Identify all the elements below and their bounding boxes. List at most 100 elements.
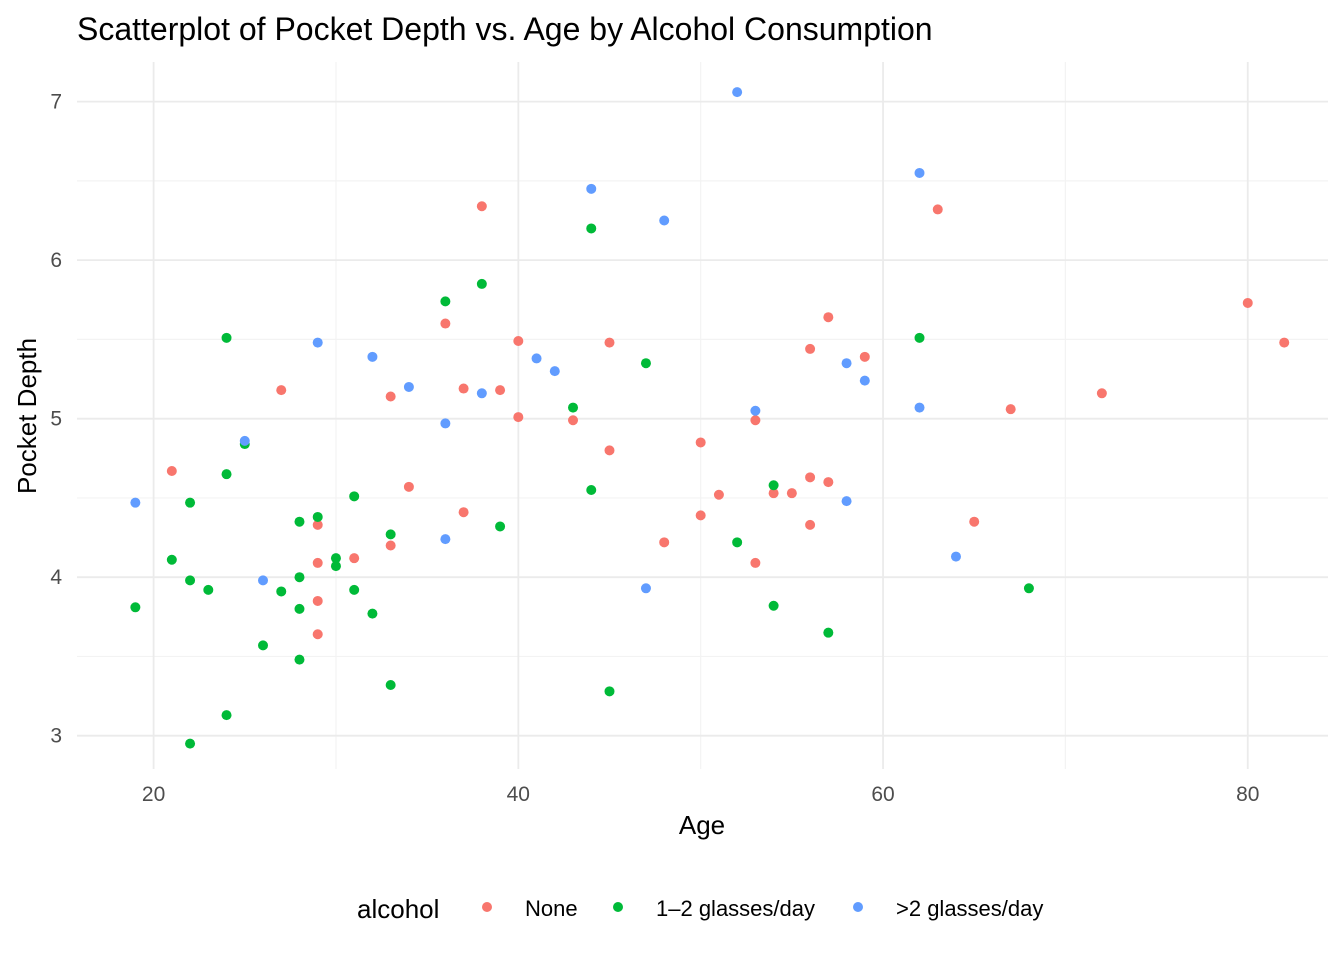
data-point (349, 553, 360, 564)
data-point (221, 469, 232, 480)
legend-label: None (525, 896, 578, 921)
data-point (185, 738, 196, 749)
data-point (276, 385, 287, 396)
x-axis-ticks: 20 40 60 80 (142, 783, 1260, 806)
data-point (476, 278, 487, 289)
data-point (823, 627, 834, 638)
data-point (312, 595, 323, 606)
data-point (914, 332, 925, 343)
data-point (950, 551, 961, 562)
data-point (969, 516, 980, 527)
data-point (768, 600, 779, 611)
data-point (1242, 297, 1253, 308)
legend-label: 1–2 glasses/day (656, 896, 815, 921)
data-point (258, 640, 269, 651)
data-point (312, 629, 323, 640)
data-point (458, 507, 469, 518)
x-tick-label: 60 (871, 783, 894, 806)
data-point (513, 412, 524, 423)
data-point (768, 480, 779, 491)
data-point (385, 391, 396, 402)
data-point (258, 575, 269, 586)
data-point (805, 343, 816, 354)
data-point (586, 485, 597, 496)
data-point (604, 445, 615, 456)
data-point (294, 572, 305, 583)
data-point (166, 554, 177, 565)
data-point (768, 488, 779, 499)
data-point (458, 383, 469, 394)
y-axis-title: Pocket Depth (12, 338, 42, 494)
data-point (312, 511, 323, 522)
data-point (568, 402, 579, 413)
data-point (239, 435, 250, 446)
data-point (805, 472, 816, 483)
data-point (823, 477, 834, 488)
y-tick-label: 3 (50, 725, 62, 748)
data-point (786, 488, 797, 499)
data-points (130, 87, 1290, 749)
data-point (385, 529, 396, 540)
data-point (695, 437, 706, 448)
data-point (385, 540, 396, 551)
data-point (695, 510, 706, 521)
data-point (294, 654, 305, 665)
data-point (203, 584, 214, 595)
data-point (750, 415, 761, 426)
grid-lines (77, 62, 1328, 769)
data-point (166, 465, 177, 476)
data-point (349, 584, 360, 595)
data-point (312, 519, 323, 530)
y-tick-label: 4 (50, 566, 62, 589)
data-point (276, 586, 287, 597)
data-point (932, 204, 943, 215)
data-point (750, 557, 761, 568)
x-tick-label: 40 (507, 783, 530, 806)
data-point (659, 537, 670, 548)
y-tick-label: 5 (50, 408, 62, 431)
data-point (130, 602, 141, 613)
data-point (312, 337, 323, 348)
data-point (294, 516, 305, 527)
data-point (385, 679, 396, 690)
data-point (732, 537, 743, 548)
data-point (859, 351, 870, 362)
data-point (440, 296, 451, 307)
data-point (859, 375, 870, 386)
data-point (440, 418, 451, 429)
data-point (713, 489, 724, 500)
y-tick-label: 6 (50, 249, 62, 272)
data-point (914, 167, 925, 178)
data-point (330, 561, 341, 572)
data-point (476, 388, 487, 399)
data-point (568, 415, 579, 426)
data-point (185, 497, 196, 508)
chart-title: Scatterplot of Pocket Depth vs. Age by A… (77, 11, 933, 47)
data-point (495, 521, 506, 532)
data-point (549, 366, 560, 377)
data-point (841, 358, 852, 369)
data-point (221, 710, 232, 721)
legend-key (853, 902, 863, 912)
data-point (367, 351, 378, 362)
data-point (914, 402, 925, 413)
data-point (513, 335, 524, 346)
data-point (476, 201, 487, 212)
data-point (732, 87, 743, 98)
data-point (349, 491, 360, 502)
data-point (312, 557, 323, 568)
data-point (1005, 404, 1016, 415)
data-point (403, 481, 414, 492)
data-point (586, 183, 597, 194)
data-point (823, 312, 834, 323)
data-point (367, 608, 378, 619)
data-point (495, 385, 506, 396)
legend: alcohol None 1–2 glasses/day >2 glasses/da… (357, 894, 1043, 924)
data-point (330, 553, 341, 564)
data-point (185, 575, 196, 586)
data-point (531, 353, 542, 364)
data-point (604, 686, 615, 697)
legend-label: >2 glasses/day (896, 896, 1043, 921)
data-point (130, 497, 141, 508)
